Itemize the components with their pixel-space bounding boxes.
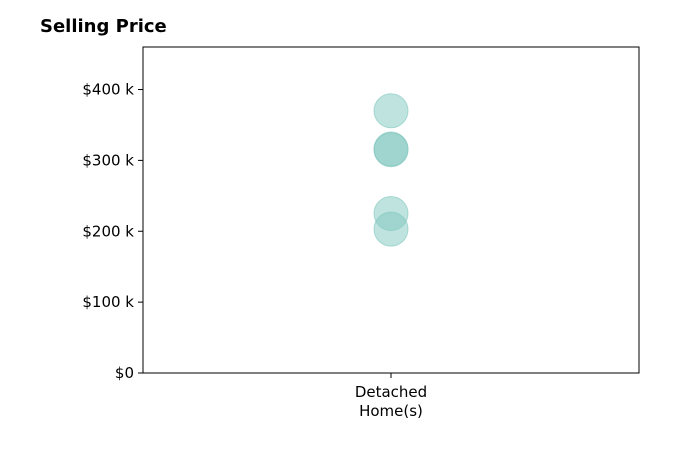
plot-frame	[142, 46, 640, 374]
y-tick-label: $100 k	[82, 293, 134, 311]
y-tick-label: $0	[115, 364, 134, 382]
y-tick-label: $400 k	[82, 81, 134, 99]
x-tick-label: Detached Home(s)	[355, 383, 427, 420]
x-axis: Detached Home(s)	[355, 373, 427, 420]
y-tick-label: $200 k	[82, 222, 134, 240]
data-point	[373, 211, 409, 247]
data-point	[373, 132, 409, 168]
points-layer	[373, 93, 409, 247]
chart-title: Selling Price	[40, 16, 167, 37]
data-point	[373, 93, 409, 129]
y-tick-label: $300 k	[82, 151, 134, 169]
y-axis: $0 $100 k $200 k $300 k $400 k	[82, 81, 143, 382]
